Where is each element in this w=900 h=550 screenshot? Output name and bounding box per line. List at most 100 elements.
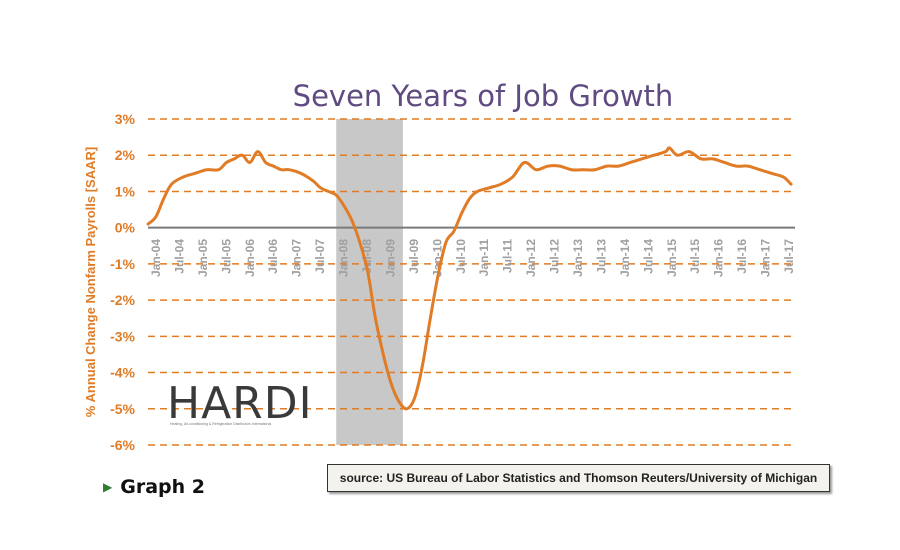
data-point bbox=[487, 186, 491, 190]
data-point bbox=[499, 183, 503, 186]
data-point bbox=[319, 186, 322, 190]
x-tick-label: Jan-15 bbox=[665, 239, 679, 277]
data-point bbox=[256, 150, 259, 153]
x-tick-label: Jan-17 bbox=[759, 239, 773, 277]
data-point bbox=[758, 168, 761, 171]
data-point bbox=[789, 183, 793, 186]
x-tick-label: Jul-08 bbox=[360, 239, 374, 274]
data-point bbox=[397, 400, 401, 403]
source-note: source: US Bureau of Labor Statistics an… bbox=[327, 464, 830, 492]
data-point bbox=[699, 157, 703, 161]
hardi-logo: HARDI Heating, Air-conditioning & Refrig… bbox=[167, 378, 312, 429]
y-tick-label: 0% bbox=[115, 220, 136, 236]
data-point bbox=[617, 164, 620, 168]
y-tick-label: -5% bbox=[110, 401, 135, 417]
data-point bbox=[264, 161, 267, 164]
chart-title: Seven Years of Job Growth bbox=[293, 79, 674, 113]
data-point bbox=[146, 222, 150, 226]
x-tick-label: Jan-12 bbox=[524, 239, 538, 277]
y-axis-label: % Annual Change Nonfarm Payrolls [SAAR] bbox=[83, 147, 98, 417]
x-tick-label: Jul-14 bbox=[641, 239, 655, 274]
data-point bbox=[723, 161, 726, 164]
data-point bbox=[154, 215, 158, 218]
x-tick-label: Jan-08 bbox=[337, 239, 351, 277]
y-tick-label: -6% bbox=[110, 437, 135, 453]
logo-tagline: Heating, Air-conditioning & Refrigeratio… bbox=[170, 422, 271, 426]
x-tick-label: Jul-05 bbox=[219, 239, 233, 274]
data-point bbox=[629, 161, 632, 164]
x-tick-label: Jul-06 bbox=[266, 239, 280, 274]
x-tick-label: Jan-09 bbox=[383, 239, 397, 277]
triangle-right-icon: ▶ bbox=[103, 480, 113, 494]
x-tick-label: Jan-16 bbox=[712, 239, 726, 277]
data-point bbox=[452, 230, 456, 233]
y-tick-label: 3% bbox=[115, 111, 136, 127]
x-tick-label: Jul-12 bbox=[548, 239, 562, 274]
data-point bbox=[193, 172, 197, 175]
plot-area bbox=[148, 119, 795, 445]
data-point bbox=[311, 179, 314, 182]
data-point bbox=[605, 164, 608, 168]
data-point bbox=[342, 204, 346, 208]
data-point bbox=[205, 168, 209, 171]
data-point bbox=[299, 172, 303, 175]
data-point bbox=[374, 317, 377, 320]
x-tick-label: Jan-11 bbox=[477, 239, 491, 277]
x-tick-label: Jul-07 bbox=[313, 239, 327, 274]
y-tick-label: 1% bbox=[115, 183, 136, 199]
data-point bbox=[287, 168, 291, 171]
data-point bbox=[248, 161, 252, 164]
data-point bbox=[734, 164, 738, 168]
x-tick-label: Jul-11 bbox=[501, 239, 515, 273]
x-tick-label: Jan-07 bbox=[290, 239, 304, 277]
data-point bbox=[182, 175, 185, 179]
data-point bbox=[582, 168, 585, 171]
data-point bbox=[460, 211, 463, 215]
data-point bbox=[640, 157, 644, 161]
x-tick-label: Jul-10 bbox=[454, 239, 468, 274]
data-point bbox=[327, 190, 330, 193]
x-tick-label: Jul-09 bbox=[407, 239, 421, 274]
data-point bbox=[468, 197, 471, 200]
data-point bbox=[335, 193, 338, 197]
data-point bbox=[711, 157, 714, 161]
data-point bbox=[170, 183, 173, 186]
data-point bbox=[421, 364, 424, 367]
data-point bbox=[162, 197, 165, 200]
data-point bbox=[405, 407, 408, 410]
x-tick-label: Jul-15 bbox=[688, 239, 702, 274]
data-point bbox=[389, 382, 393, 385]
data-point bbox=[770, 172, 773, 175]
data-point bbox=[272, 164, 275, 168]
y-tick-label: -3% bbox=[110, 328, 135, 344]
data-point bbox=[664, 150, 667, 153]
data-point bbox=[366, 269, 369, 273]
series-points bbox=[146, 146, 793, 410]
data-point bbox=[687, 150, 691, 153]
data-point bbox=[746, 164, 750, 168]
x-tick-label: Jan-13 bbox=[571, 239, 585, 277]
data-point bbox=[217, 168, 220, 171]
data-point bbox=[382, 353, 385, 356]
x-tick-label: Jul-13 bbox=[594, 239, 608, 274]
data-point bbox=[429, 317, 432, 320]
x-tick-label: Jan-14 bbox=[618, 239, 632, 277]
y-tick-label: -4% bbox=[110, 365, 135, 381]
x-tick-labels: Jan-04 Jul-04 Jan-05 Jul-05 Jan-06 Jul-06 Jan-… bbox=[149, 239, 796, 277]
data-point bbox=[535, 168, 538, 171]
x-tick-label: Jul-17 bbox=[782, 239, 796, 274]
y-tick-labels: 3% 2% 1% 0% -1% -2% -3% -4% -5% -6% bbox=[110, 111, 135, 453]
graph-caption: ▶ Graph 2 bbox=[103, 476, 205, 498]
data-point bbox=[350, 219, 354, 222]
data-point bbox=[225, 161, 228, 164]
data-point bbox=[358, 240, 361, 244]
data-point bbox=[511, 175, 514, 179]
data-point bbox=[546, 164, 550, 168]
x-tick-label: Jan-06 bbox=[243, 239, 257, 277]
y-tick-label: 2% bbox=[115, 147, 136, 163]
data-point bbox=[782, 175, 785, 179]
data-point bbox=[280, 168, 283, 171]
data-point bbox=[652, 154, 656, 157]
caption-text: Graph 2 bbox=[120, 476, 205, 498]
